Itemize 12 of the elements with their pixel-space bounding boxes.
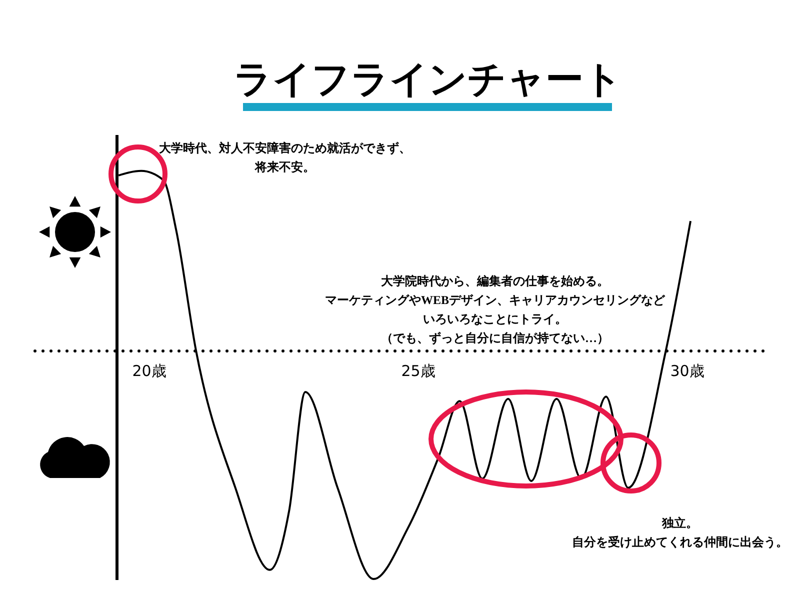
text: 大学時代、対人不安障害のため就活ができず、 (159, 141, 411, 155)
annotation: 自分を受け止めてくれる仲間に出会う。 (572, 535, 788, 549)
annotation: いろいろなことにトライ。 (423, 312, 567, 326)
annotation: マーケティングやWEBデザイン、キャリアカウンセリングなど (324, 293, 666, 307)
annotation: 大学院時代から、編集者の仕事を始める。 (381, 274, 609, 288)
x-tick-label: 25歳 (401, 362, 436, 380)
annotation: 独立。 (661, 516, 698, 530)
x-tick-label: 30歳 (670, 362, 704, 380)
x-tick-label: 20歳 (132, 362, 166, 380)
annotation: （でも、ずっと自分に自信が持てない…） (381, 331, 609, 345)
chart-title: ライフラインチャート (234, 59, 622, 101)
annotation: 将来不安。 (254, 160, 315, 174)
